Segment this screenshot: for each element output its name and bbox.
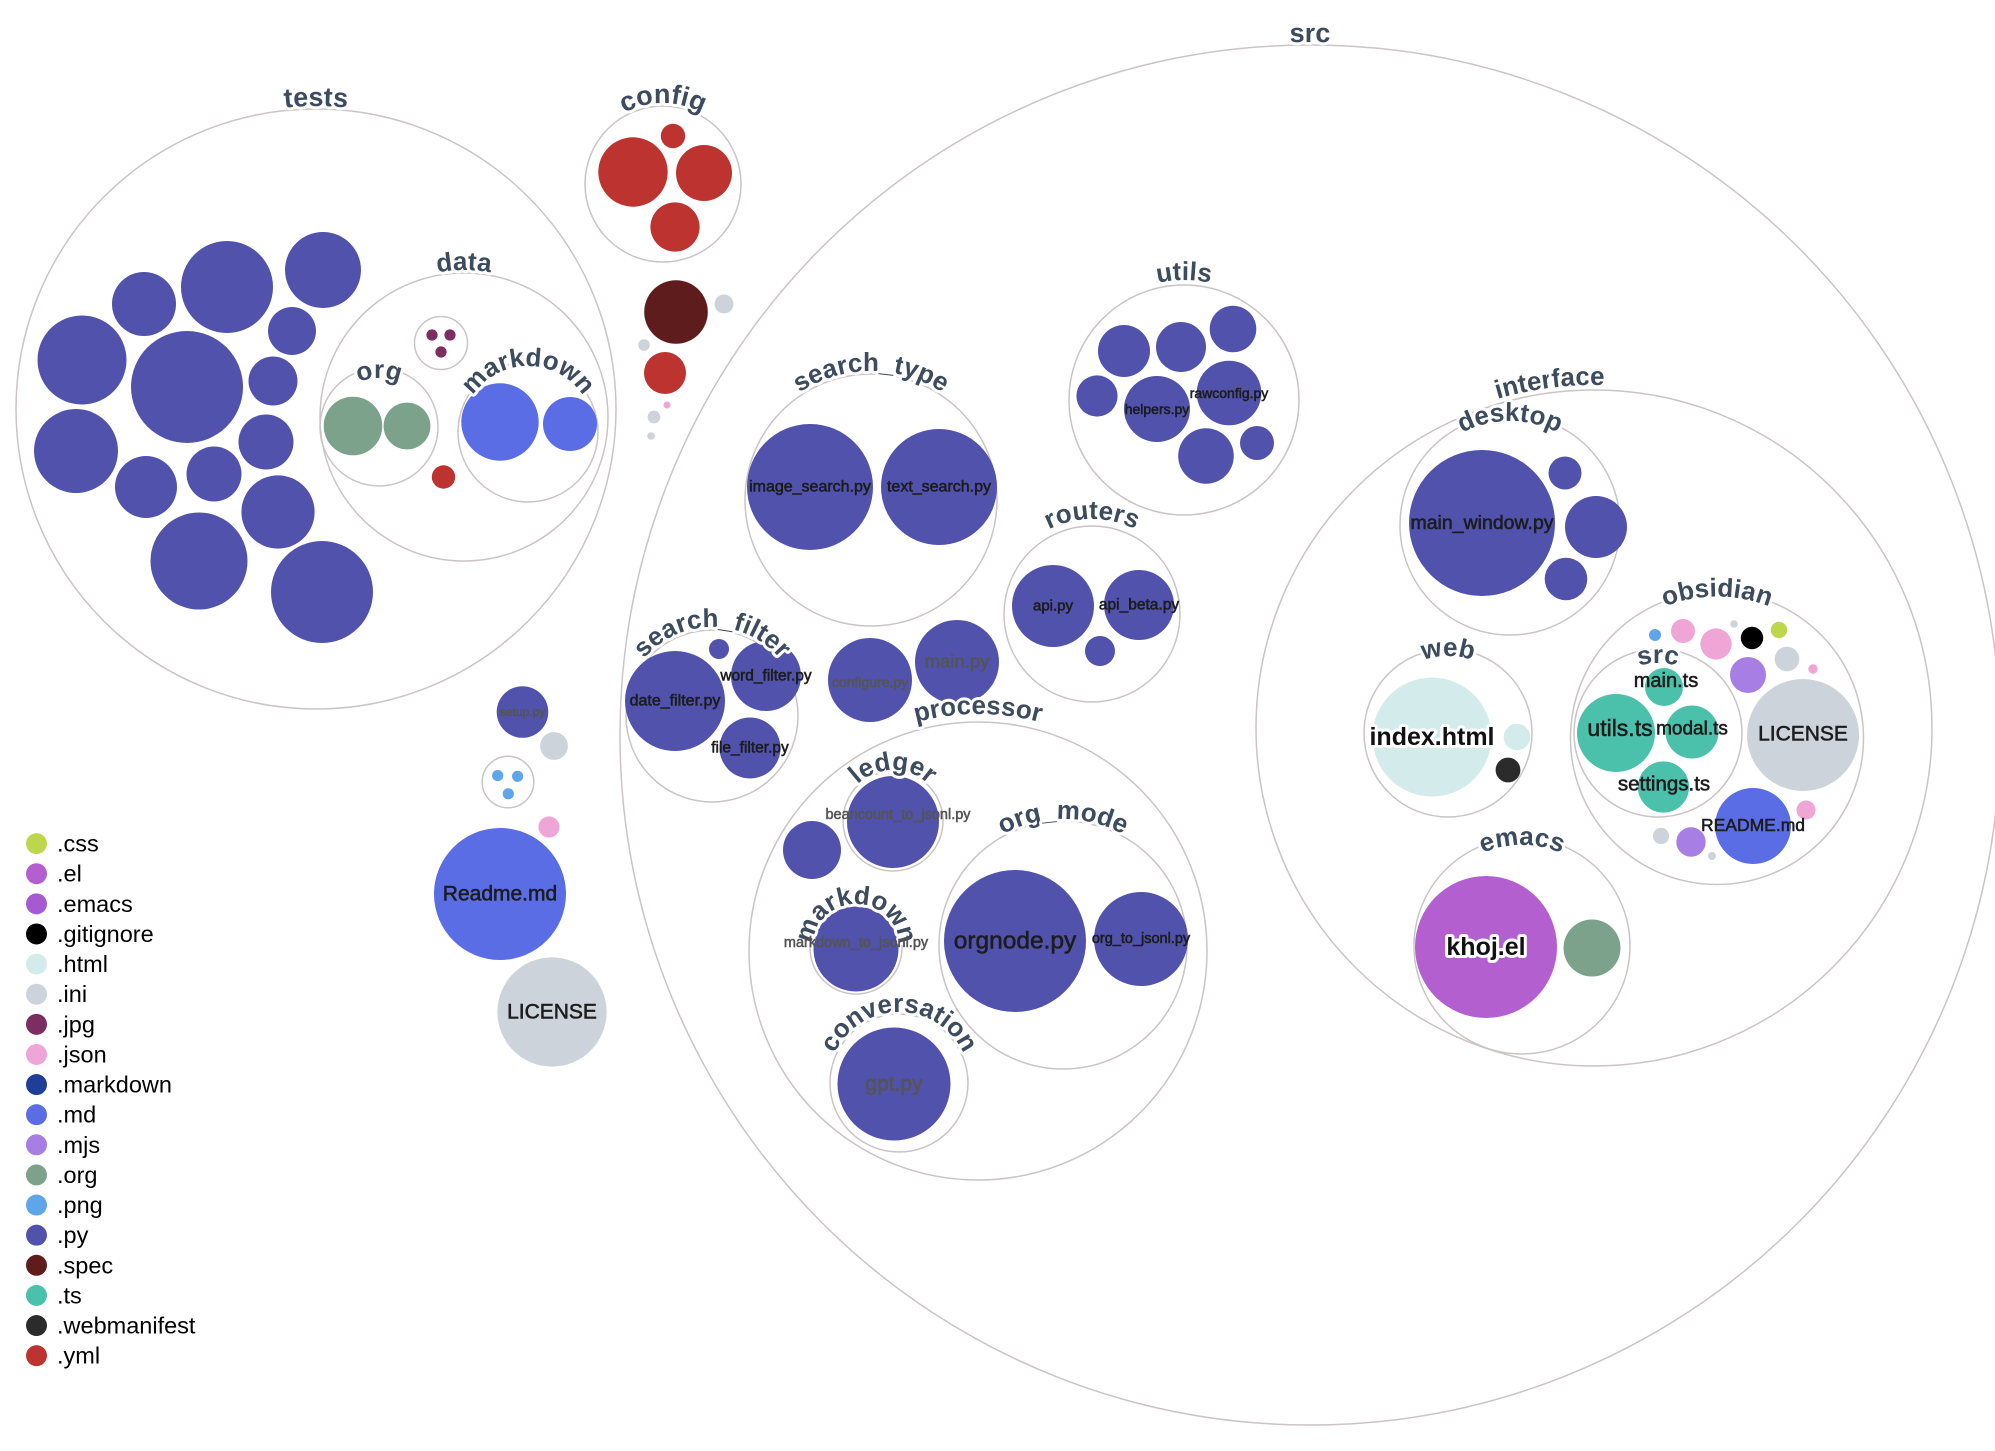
- svg-text:helpers.py: helpers.py: [1125, 401, 1190, 417]
- svg-text:.ts: .ts: [57, 1282, 82, 1308]
- svg-text:configure.py: configure.py: [832, 674, 908, 690]
- svg-text:markdown_to_jsonl.py: markdown_to_jsonl.py: [784, 935, 929, 951]
- svg-text:.css: .css: [57, 831, 99, 857]
- svg-text:.markdown: .markdown: [57, 1072, 172, 1098]
- svg-text:api.py: api.py: [1033, 598, 1074, 615]
- svg-text:date_filter.py: date_filter.py: [630, 693, 721, 710]
- svg-text:org_to_jsonl.py: org_to_jsonl.py: [1092, 931, 1191, 947]
- svg-text:.org: .org: [57, 1162, 98, 1188]
- svg-text:.md: .md: [57, 1102, 96, 1128]
- svg-text:api_beta.py: api_beta.py: [1099, 597, 1179, 614]
- svg-text:.py: .py: [57, 1222, 89, 1248]
- svg-text:LICENSE: LICENSE: [1758, 723, 1848, 746]
- svg-text:src: src: [1289, 18, 1330, 48]
- svg-text:src: src: [1634, 639, 1681, 671]
- svg-text:gpt.py: gpt.py: [865, 1073, 923, 1096]
- svg-text:tests: tests: [282, 82, 349, 114]
- svg-text:word_filter.py: word_filter.py: [719, 668, 812, 685]
- svg-text:main.ts: main.ts: [1634, 670, 1698, 692]
- svg-text:.ini: .ini: [57, 981, 87, 1007]
- svg-text:.mjs: .mjs: [57, 1132, 100, 1158]
- svg-text:Readme.md: Readme.md: [443, 883, 557, 906]
- svg-text:.json: .json: [57, 1041, 107, 1067]
- svg-text:modal.ts: modal.ts: [1656, 719, 1728, 740]
- svg-text:LICENSE: LICENSE: [507, 1001, 597, 1024]
- svg-text:.png: .png: [57, 1192, 103, 1218]
- svg-text:org: org: [352, 354, 406, 388]
- svg-text:.spec: .spec: [57, 1252, 113, 1278]
- svg-text:utils.ts: utils.ts: [1587, 715, 1652, 741]
- svg-text:web: web: [1417, 632, 1478, 666]
- svg-text:.yml: .yml: [57, 1343, 100, 1369]
- svg-text:README.md: README.md: [1701, 815, 1805, 835]
- svg-text:.webmanifest: .webmanifest: [57, 1313, 196, 1339]
- svg-text:index.html: index.html: [1369, 723, 1494, 751]
- svg-text:.gitignore: .gitignore: [57, 921, 154, 947]
- svg-text:file_filter.py: file_filter.py: [711, 740, 789, 757]
- svg-text:data: data: [434, 246, 494, 278]
- svg-text:setup.py: setup.py: [500, 705, 545, 719]
- svg-text:.emacs: .emacs: [57, 891, 133, 917]
- svg-text:image_search.py: image_search.py: [749, 479, 871, 496]
- svg-text:beancount_to_jsonl.py: beancount_to_jsonl.py: [825, 807, 971, 823]
- svg-text:main.py: main.py: [925, 651, 991, 672]
- svg-text:settings.ts: settings.ts: [1618, 773, 1710, 796]
- svg-text:khoj.el: khoj.el: [1446, 933, 1525, 961]
- svg-text:emacs: emacs: [1475, 821, 1569, 859]
- svg-text:.el: .el: [57, 861, 82, 887]
- svg-text:orgnode.py: orgnode.py: [954, 928, 1077, 955]
- svg-text:.html: .html: [57, 951, 108, 977]
- svg-text:utils: utils: [1154, 256, 1215, 289]
- svg-text:main_window.py: main_window.py: [1410, 512, 1553, 534]
- svg-text:text_search.py: text_search.py: [887, 479, 991, 496]
- svg-text:rawconfig.py: rawconfig.py: [1190, 385, 1269, 401]
- svg-text:.jpg: .jpg: [57, 1011, 95, 1037]
